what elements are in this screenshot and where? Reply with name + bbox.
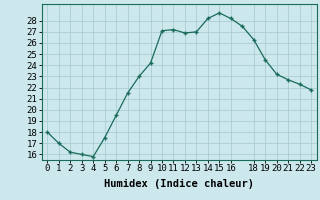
X-axis label: Humidex (Indice chaleur): Humidex (Indice chaleur) bbox=[104, 179, 254, 189]
